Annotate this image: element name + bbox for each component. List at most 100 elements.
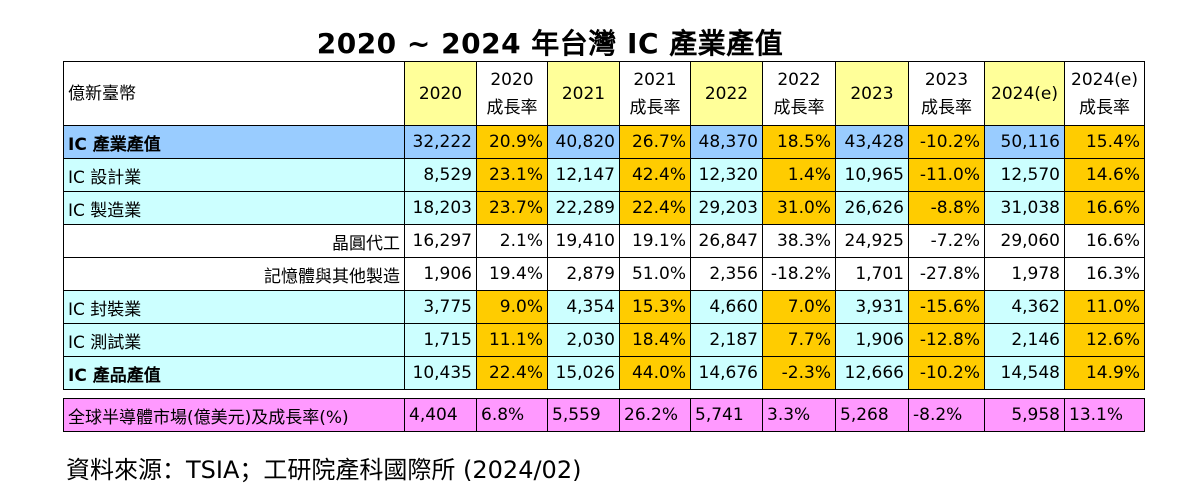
value-cell: 15,026 xyxy=(547,356,620,390)
growth-rate-cell: 16.3% xyxy=(1064,257,1145,291)
table-row: IC 設計業 8,529 23.1% 12,147 42.4% 12,320 1.4% 10,… xyxy=(63,158,1145,192)
growth-rate-cell: 16.6% xyxy=(1064,224,1145,258)
column-header-year: 2024(e) xyxy=(991,83,1058,104)
column-header-year: 2021 xyxy=(633,69,677,90)
value-cell: 1,701 xyxy=(835,257,909,291)
growth-rate-cell: 22.4% xyxy=(476,356,548,390)
row-label: 晶圓代工 xyxy=(63,224,405,258)
value-cell: 3,931 xyxy=(835,290,909,324)
value-cell: 18,203 xyxy=(404,191,477,225)
value-cell: 22,289 xyxy=(547,191,620,225)
row-label: IC 測試業 xyxy=(63,323,405,357)
value-cell: 43,428 xyxy=(835,125,909,159)
separator-row xyxy=(63,389,1145,399)
growth-rate-cell: 42.4% xyxy=(619,158,691,192)
table-row: 全球半導體市場(億美元)及成長率(%) 4,404 6.8% 5,559 26.2% 5,… xyxy=(63,398,1145,432)
value-cell: 5,559 xyxy=(547,398,620,432)
growth-rate-cell: 18.4% xyxy=(619,323,691,357)
growth-rate-cell: 9.0% xyxy=(476,290,548,324)
value-cell: 1,715 xyxy=(404,323,477,357)
value-cell: 10,435 xyxy=(404,356,477,390)
growth-rate-cell: -8.2% xyxy=(908,398,985,432)
value-cell: 5,268 xyxy=(835,398,909,432)
growth-rate-cell: -15.6% xyxy=(908,290,985,324)
growth-rate-cell: 18.5% xyxy=(762,125,836,159)
page-title: 2020 ~ 2024 年台灣 IC 產業產值 xyxy=(316,27,784,60)
row-label: IC 封裝業 xyxy=(63,290,405,324)
growth-rate-cell: 38.3% xyxy=(762,224,836,258)
growth-rate-cell: 1.4% xyxy=(762,158,836,192)
column-header: 2023 成長率 xyxy=(908,61,985,126)
value-cell: 19,410 xyxy=(547,224,620,258)
growth-rate-cell: 22.4% xyxy=(619,191,691,225)
value-cell: 29,060 xyxy=(984,224,1065,258)
value-cell: 24,925 xyxy=(835,224,909,258)
value-cell: 1,978 xyxy=(984,257,1065,291)
value-cell: 2,187 xyxy=(690,323,763,357)
value-cell: 12,320 xyxy=(690,158,763,192)
growth-rate-cell: 26.7% xyxy=(619,125,691,159)
column-header: 2023 xyxy=(835,61,909,126)
header-row: 億新臺幣 2020 2020 成長率 2021 2021 成長率 2022 2022 成長率 20… xyxy=(63,61,1145,126)
row-label: IC 設計業 xyxy=(63,158,405,192)
column-header: 2021 xyxy=(547,61,620,126)
growth-rate-cell: 26.2% xyxy=(619,398,691,432)
value-cell: 26,626 xyxy=(835,191,909,225)
growth-rate-cell: 23.1% xyxy=(476,158,548,192)
growth-rate-cell: 31.0% xyxy=(762,191,836,225)
table-row: IC 封裝業 3,775 9.0% 4,354 15.3% 4,660 7.0% 3,931-… xyxy=(63,290,1145,324)
column-header-sub: 成長率 xyxy=(629,97,681,118)
value-cell: 4,354 xyxy=(547,290,620,324)
growth-rate-cell: 15.4% xyxy=(1064,125,1145,159)
value-cell: 40,820 xyxy=(547,125,620,159)
value-cell: 1,906 xyxy=(835,323,909,357)
column-header-year: 2022 xyxy=(704,83,749,104)
column-header: 2021 成長率 xyxy=(619,61,691,126)
growth-rate-cell: 6.8% xyxy=(476,398,548,432)
row-label: IC 產業產值 xyxy=(63,125,405,159)
row-label: IC 產品產值 xyxy=(63,356,405,390)
column-header: 2020 xyxy=(404,61,477,126)
value-cell: 4,404 xyxy=(404,398,477,432)
column-header-sub: 成長率 xyxy=(921,97,972,118)
column-header-year: 2020 xyxy=(418,83,463,104)
column-header-sub: 成長率 xyxy=(1079,97,1130,118)
ic-output-table: 億新臺幣 2020 2020 成長率 2021 2021 成長率 2022 2022 成長率 20… xyxy=(63,61,1145,432)
column-header: 2022 xyxy=(690,61,763,126)
growth-rate-cell: 11.1% xyxy=(476,323,548,357)
value-cell: 2,146 xyxy=(984,323,1065,357)
growth-rate-cell: 23.7% xyxy=(476,191,548,225)
column-header-sub: 成長率 xyxy=(773,97,825,118)
column-header: 2024(e) xyxy=(984,61,1065,126)
value-cell: 5,741 xyxy=(690,398,763,432)
value-cell: 8,529 xyxy=(404,158,477,192)
growth-rate-cell: -18.2% xyxy=(762,257,836,291)
value-cell: 2,356 xyxy=(690,257,763,291)
value-cell: 12,570 xyxy=(984,158,1065,192)
column-header-year: 2020 xyxy=(490,69,534,90)
growth-rate-cell: 20.9% xyxy=(476,125,548,159)
value-cell: 3,775 xyxy=(404,290,477,324)
growth-rate-cell: 2.1% xyxy=(476,224,548,258)
column-header-year: 2023 xyxy=(924,69,969,90)
value-cell: 16,297 xyxy=(404,224,477,258)
growth-rate-cell: 19.1% xyxy=(619,224,691,258)
value-cell: 14,548 xyxy=(984,356,1065,390)
growth-rate-cell: -10.2% xyxy=(908,125,985,159)
table-row: IC 產品產值 10,435 22.4% 15,026 44.0% 14,676 -2.3%… xyxy=(63,356,1145,390)
growth-rate-cell: 7.7% xyxy=(762,323,836,357)
column-header-year: 2024(e) xyxy=(1071,69,1138,90)
value-cell: 31,038 xyxy=(984,191,1065,225)
growth-rate-cell: -8.8% xyxy=(908,191,985,225)
growth-rate-cell: 14.9% xyxy=(1064,356,1145,390)
value-cell: 2,030 xyxy=(547,323,620,357)
value-cell: 32,222 xyxy=(404,125,477,159)
row-label: 記憶體與其他製造 xyxy=(63,257,405,291)
growth-rate-cell: -7.2% xyxy=(908,224,985,258)
growth-rate-cell: 7.0% xyxy=(762,290,836,324)
table-row: IC 測試業 1,715 11.1% 2,030 18.4% 2,187 7.7% 1,906… xyxy=(63,323,1145,357)
value-cell: 5,958 xyxy=(984,398,1065,432)
growth-rate-cell: 51.0% xyxy=(619,257,691,291)
table-row: IC 製造業 18,203 23.7% 22,289 22.4% 29,203 31.0% 2… xyxy=(63,191,1145,225)
growth-rate-cell: -27.8% xyxy=(908,257,985,291)
